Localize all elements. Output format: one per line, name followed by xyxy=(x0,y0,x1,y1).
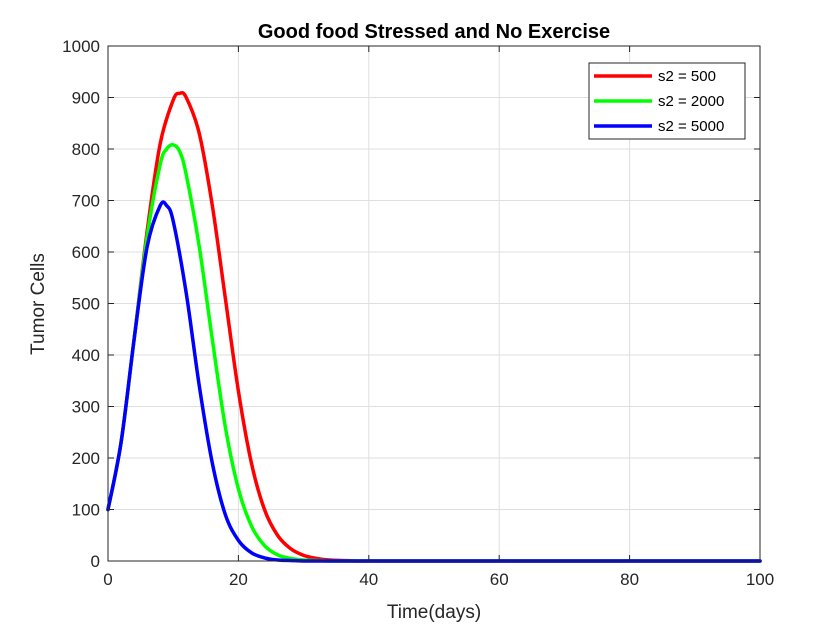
axis-ticks xyxy=(107,45,761,562)
legend-label-s2-500: s2 = 500 xyxy=(658,68,716,85)
x-tick-label: 100 xyxy=(746,570,774,589)
y-tick-label: 200 xyxy=(72,449,100,468)
y-tick-label: 700 xyxy=(72,192,100,211)
chart-title: Good food Stressed and No Exercise xyxy=(258,21,610,43)
legend-label-s2-2000: s2 = 2000 xyxy=(658,93,724,110)
series-line-s2-5000 xyxy=(106,200,762,563)
series-line-s2-500 xyxy=(106,90,762,563)
y-tick-label: 400 xyxy=(72,346,100,365)
series-lines xyxy=(106,90,762,563)
y-tick-labels: 0 100 200 300 400 500 600 700 800 900 1000 xyxy=(62,37,100,571)
y-tick-label: 0 xyxy=(91,552,100,571)
x-axis-label: Time(days) xyxy=(387,602,481,623)
y-tick-label: 900 xyxy=(72,89,100,108)
x-tick-labels: 0 20 40 60 80 100 xyxy=(103,570,774,589)
x-tick-label: 60 xyxy=(490,570,509,589)
y-tick-label: 800 xyxy=(72,140,100,159)
y-tick-label: 300 xyxy=(72,398,100,417)
x-tick-label: 80 xyxy=(620,570,639,589)
y-tick-label: 100 xyxy=(72,501,100,520)
legend-label-s2-5000: s2 = 5000 xyxy=(658,118,724,135)
y-axis-label: Tumor Cells xyxy=(28,253,49,355)
series-line-s2-2000 xyxy=(106,143,762,563)
x-tick-label: 20 xyxy=(229,570,248,589)
legend: s2 = 500 s2 = 2000 s2 = 5000 xyxy=(588,62,746,140)
x-tick-label: 0 xyxy=(103,570,112,589)
y-tick-label: 1000 xyxy=(62,37,100,56)
x-tick-label: 40 xyxy=(359,570,378,589)
y-tick-label: 500 xyxy=(72,295,100,314)
y-tick-label: 600 xyxy=(72,243,100,262)
